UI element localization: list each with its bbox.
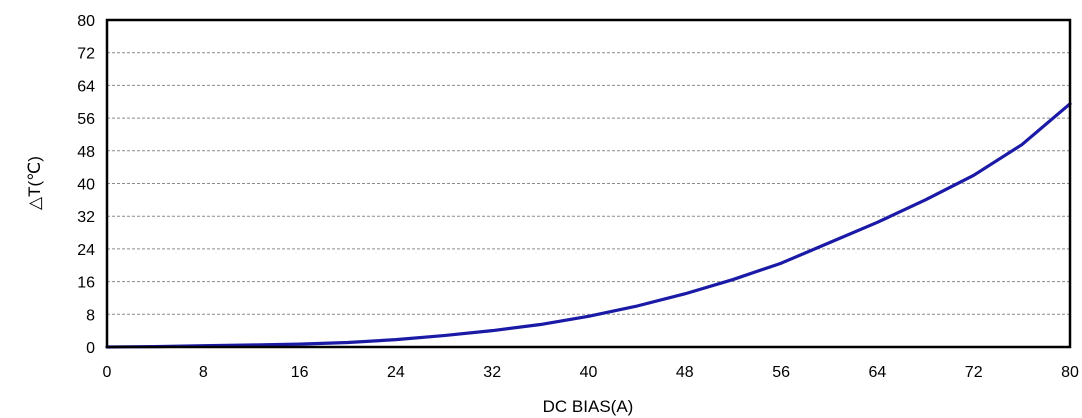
y-tick-label: 80 [77,13,95,30]
x-tick-label: 80 [1061,364,1079,381]
x-axis-label: DC BIAS(A) [543,397,634,416]
x-tick-label: 72 [965,364,983,381]
x-tick-label: 8 [199,364,208,381]
x-tick-label: 48 [676,364,694,381]
grid [107,52,1070,315]
x-tick-label: 24 [387,364,405,381]
x-tick-label: 64 [869,364,887,381]
x-tick-labels: 0 8 16 24 32 40 48 56 64 72 80 [103,364,1079,381]
y-tick-label: 72 [77,46,95,63]
x-tick-label: 0 [103,364,112,381]
y-axis-label: △T(℃) [25,156,44,210]
y-tick-label: 56 [77,111,95,128]
y-tick-label: 48 [77,144,95,161]
x-tick-label: 32 [483,364,501,381]
y-tick-label: 0 [86,340,95,357]
y-tick-label: 64 [77,78,95,95]
y-tick-label: 16 [77,275,95,292]
series-line [105,102,1072,349]
y-tick-label: 24 [77,242,95,259]
x-tick-label: 16 [291,364,309,381]
x-tick-label: 56 [772,364,790,381]
x-tick-label: 40 [580,364,598,381]
plot-frame [105,18,1072,349]
y-tick-label: 8 [86,307,95,324]
y-tick-label: 32 [77,209,95,226]
y-tick-labels: 0 8 16 24 32 40 48 56 64 72 80 [77,13,95,357]
y-tick-label: 40 [77,177,95,194]
